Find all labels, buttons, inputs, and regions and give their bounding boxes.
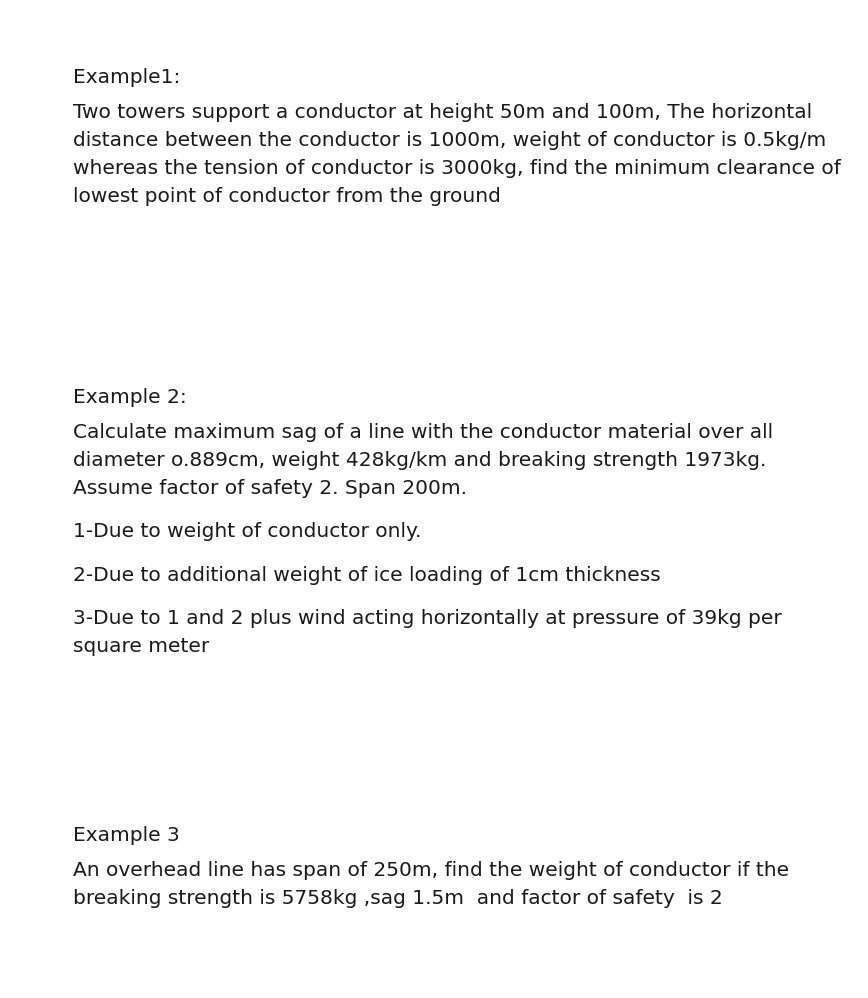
Text: diameter o.889cm, weight 428kg/km and breaking strength 1973kg.: diameter o.889cm, weight 428kg/km and br… xyxy=(73,451,766,470)
Text: An overhead line has span of 250m, find the weight of conductor if the: An overhead line has span of 250m, find … xyxy=(73,861,789,880)
Text: Two towers support a conductor at height 50m and 100m, The horizontal: Two towers support a conductor at height… xyxy=(73,103,812,122)
Text: breaking strength is 5758kg ,sag 1.5m  and factor of safety  is 2: breaking strength is 5758kg ,sag 1.5m an… xyxy=(73,889,723,908)
Text: 2-Due to additional weight of ice loading of 1cm thickness: 2-Due to additional weight of ice loadin… xyxy=(73,566,661,585)
Text: distance between the conductor is 1000m, weight of conductor is 0.5kg/m: distance between the conductor is 1000m,… xyxy=(73,131,826,150)
Text: 1-Due to weight of conductor only.: 1-Due to weight of conductor only. xyxy=(73,522,421,541)
Text: Calculate maximum sag of a line with the conductor material over all: Calculate maximum sag of a line with the… xyxy=(73,423,773,442)
Text: Example 2:: Example 2: xyxy=(73,388,187,407)
Text: whereas the tension of conductor is 3000kg, find the minimum clearance of: whereas the tension of conductor is 3000… xyxy=(73,159,841,178)
Text: Example1:: Example1: xyxy=(73,68,181,87)
Text: lowest point of conductor from the ground: lowest point of conductor from the groun… xyxy=(73,187,501,206)
Text: Assume factor of safety 2. Span 200m.: Assume factor of safety 2. Span 200m. xyxy=(73,479,467,498)
Text: Example 3: Example 3 xyxy=(73,826,180,845)
Text: 3-Due to 1 and 2 plus wind acting horizontally at pressure of 39kg per: 3-Due to 1 and 2 plus wind acting horizo… xyxy=(73,609,782,628)
Text: square meter: square meter xyxy=(73,637,209,657)
